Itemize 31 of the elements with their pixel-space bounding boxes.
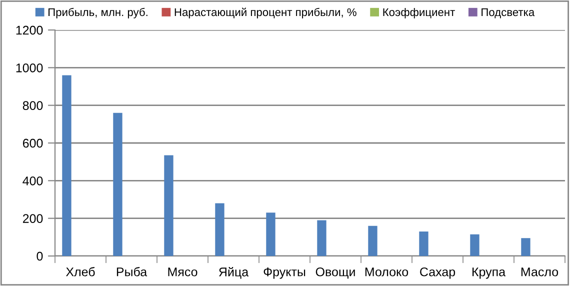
y-tick-label: 600 <box>22 138 43 148</box>
bar <box>317 220 326 256</box>
bar <box>62 75 72 256</box>
x-tick-label: Яйца <box>219 267 249 279</box>
y-tick-label: 200 <box>22 214 43 223</box>
bar <box>113 112 122 256</box>
y-tick-label: 0 <box>36 252 43 261</box>
x-tick-label: Фрукты <box>264 268 306 279</box>
y-tick-label: 800 <box>22 101 43 110</box>
bar <box>215 203 224 256</box>
x-tick-label: Сахар <box>420 267 456 279</box>
bar <box>521 238 530 256</box>
legend-label: Коэффициент <box>383 8 455 18</box>
legend-label: Нарастающий процент прибыли, % <box>174 8 356 18</box>
bar <box>470 234 480 256</box>
y-tick-label: 1200 <box>16 26 43 35</box>
y-tick-label: 1000 <box>16 63 43 72</box>
x-tick-label: Хлеб <box>66 267 95 276</box>
bar <box>164 155 174 256</box>
legend-label: Прибыль, млн. руб. <box>48 8 148 18</box>
x-tick-label: Мясо <box>168 268 198 276</box>
bar <box>419 232 428 256</box>
bar <box>266 212 276 256</box>
y-tick-label: 400 <box>22 176 43 186</box>
x-tick-label: Крупа <box>472 268 506 279</box>
x-tick-label: Масло <box>521 268 558 276</box>
bar <box>368 226 378 256</box>
x-tick-label: Овощи <box>316 267 355 279</box>
legend-label: Подсветка <box>482 8 535 18</box>
x-tick-label: Рыба <box>116 267 148 276</box>
x-tick-label: Молоко <box>365 268 408 276</box>
